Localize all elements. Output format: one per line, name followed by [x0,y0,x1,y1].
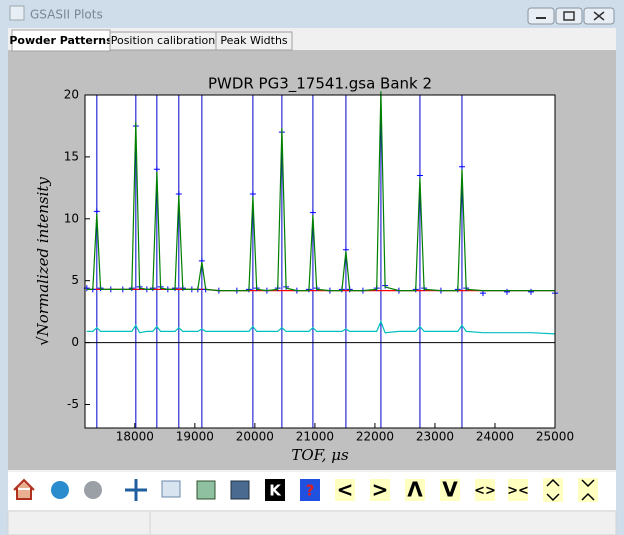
maximize-button[interactable] [556,8,582,24]
y-tick-label: 0 [71,335,79,349]
tool-glyph[interactable]: K [269,482,282,500]
x-tick-label: 23000 [416,430,454,444]
tool-glyph[interactable]: ? [306,482,315,500]
y-tick-label: 5 [71,273,79,287]
y-tick-label: 20 [64,88,79,102]
tab-label[interactable]: Position calibration [111,34,216,47]
back-button[interactable] [51,481,69,499]
tool-glyph[interactable]: <> [474,484,496,499]
x-axis-label: TOF, μs [291,446,349,464]
tool-glyph[interactable]: Λ [407,478,423,502]
tool-glyph[interactable]: > [372,478,389,502]
save-button[interactable] [231,481,249,499]
status-bar [8,511,616,535]
x-tick-label: 19000 [176,430,214,444]
x-tick-label: 25000 [536,430,574,444]
x-tick-label: 21000 [296,430,334,444]
window-title: GSASII Plots [30,8,103,22]
tool-glyph[interactable]: < [337,478,354,502]
tool-glyph[interactable]: >< [507,484,529,499]
y-axis-label: √Normalized intensity [34,177,52,346]
subplots-button[interactable] [197,481,215,499]
zoom-button[interactable] [162,481,180,497]
tool-button[interactable] [543,478,563,502]
plot-area [85,95,555,428]
tab-label[interactable]: Powder Patterns [9,34,113,47]
minimize-button[interactable] [528,8,554,24]
y-tick-label: 10 [64,211,79,225]
chart-title: PWDR PG3_17541.gsa Bank 2 [208,75,432,94]
forward-button[interactable] [84,481,102,499]
tab-label[interactable]: Peak Widths [220,34,288,47]
x-tick-label: 18000 [116,430,154,444]
tool-glyph[interactable]: V [442,478,458,502]
x-tick-label: 24000 [476,430,514,444]
x-tick-label: 22000 [356,430,394,444]
window-icon [10,6,24,20]
tool-button[interactable] [578,478,598,502]
x-tick-label: 20000 [236,430,274,444]
y-tick-label: -5 [67,397,79,411]
y-tick-label: 15 [64,149,79,163]
